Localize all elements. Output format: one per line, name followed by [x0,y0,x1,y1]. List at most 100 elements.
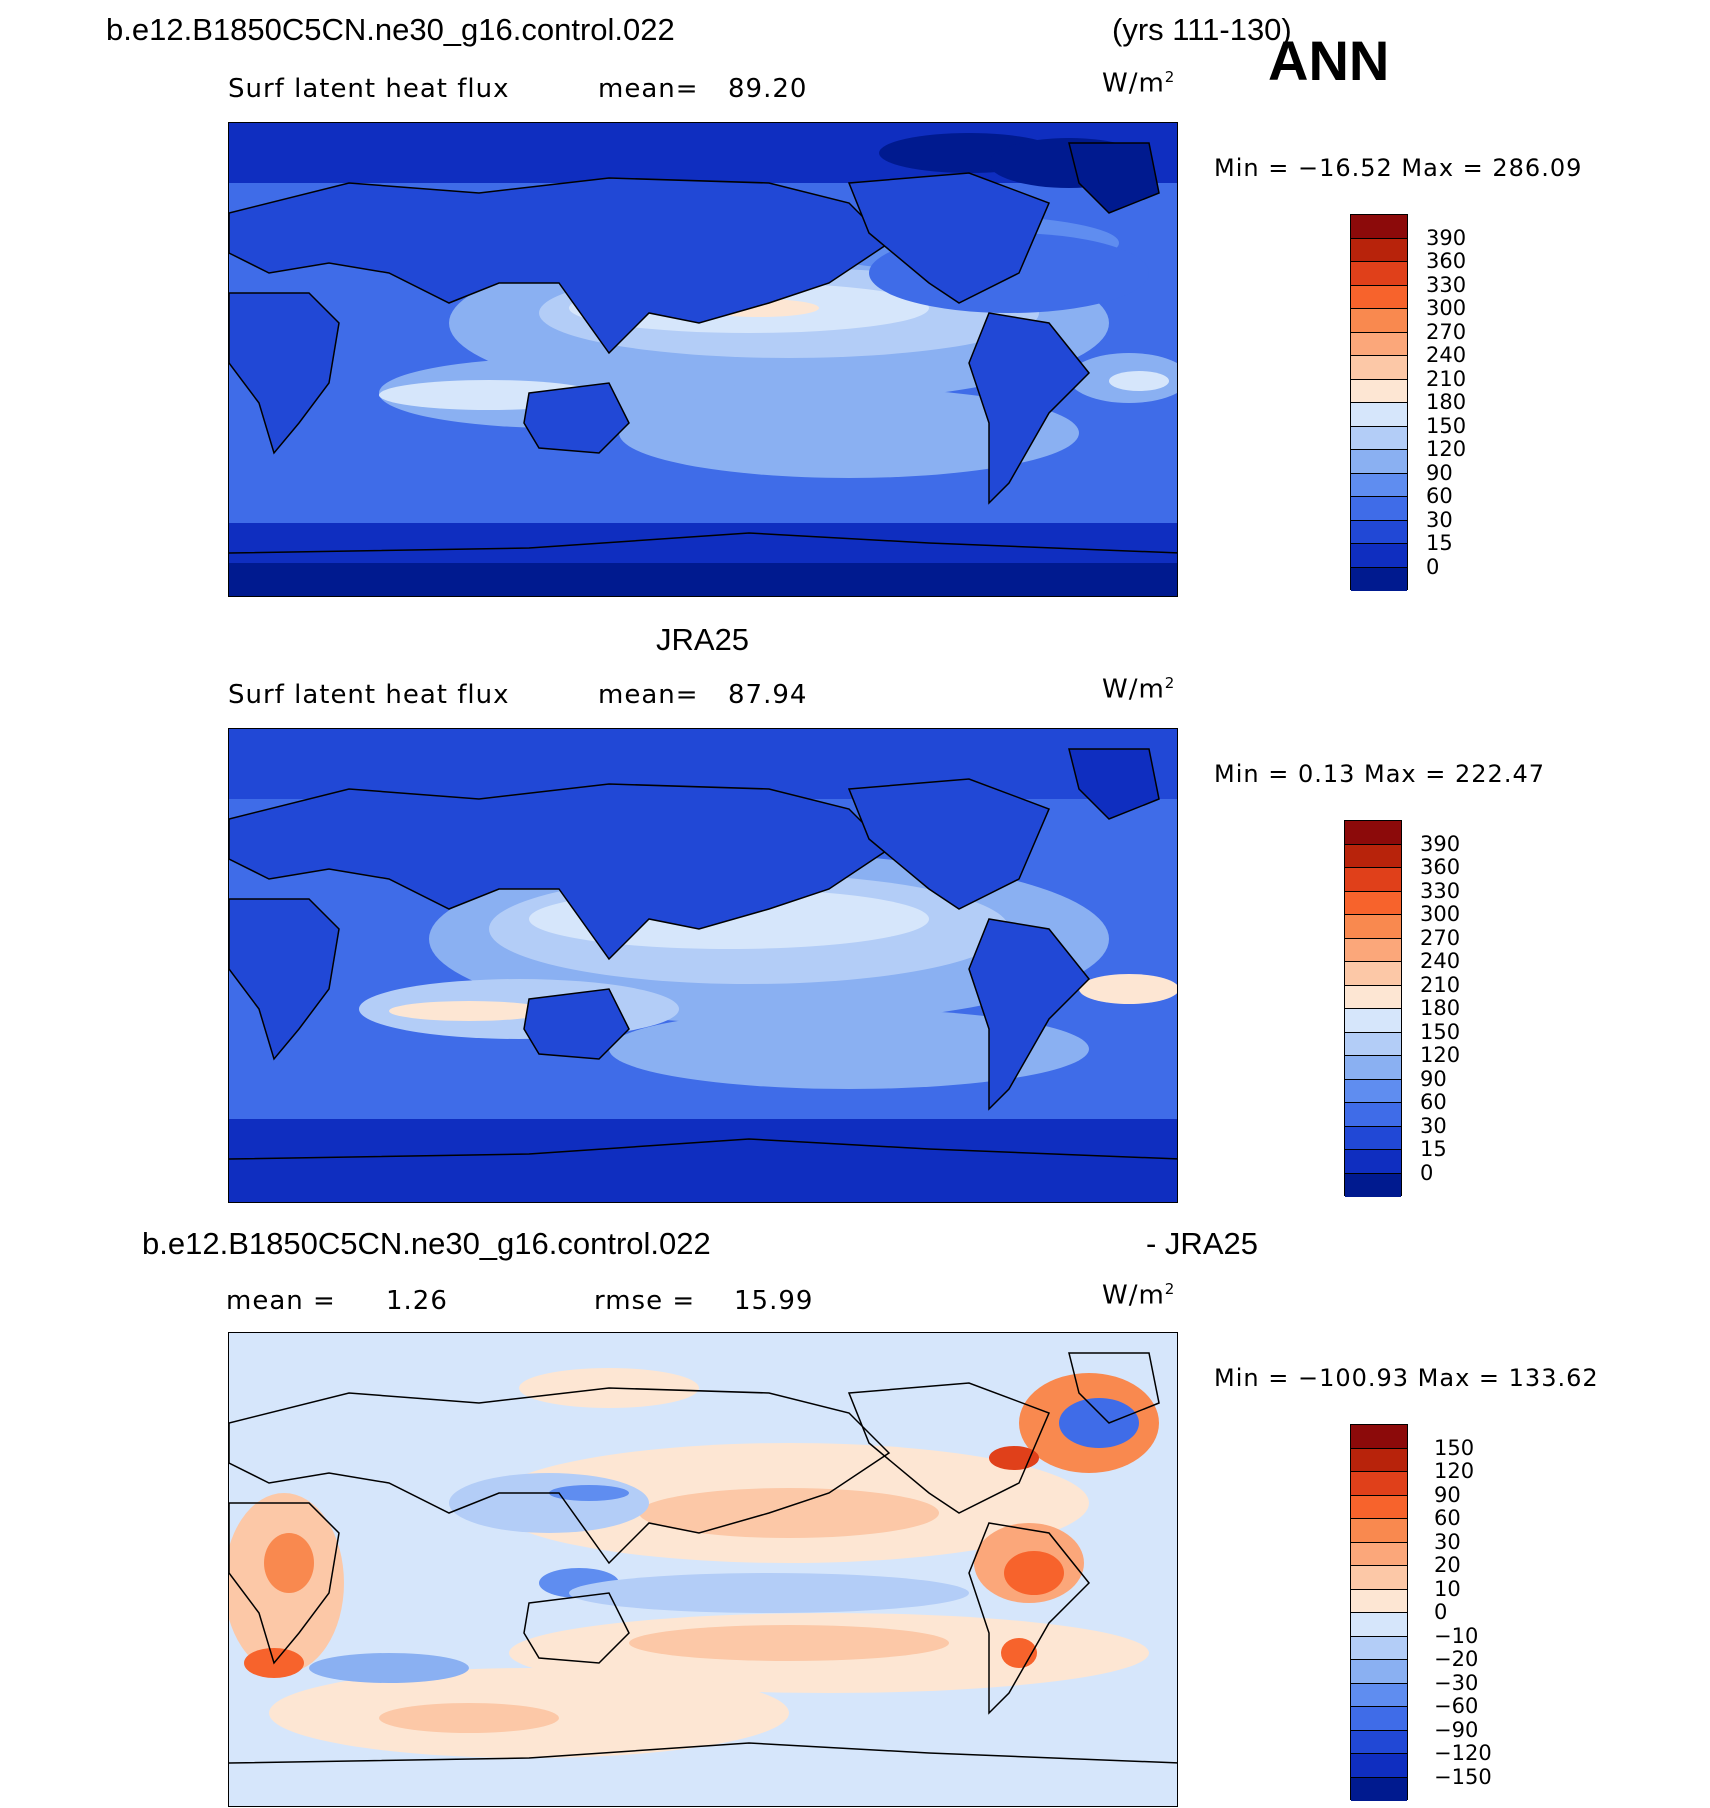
panel1-mean-value: 89.20 [728,74,808,104]
panel3-mean-value: 1.26 [386,1286,448,1316]
colorbar-swatch [1345,1032,1401,1056]
colorbar-tick-label: 150 [1434,1435,1475,1460]
colorbar-tick-label: 330 [1426,272,1467,297]
colorbar-swatch [1345,1126,1401,1150]
colorbar-tick-label: 270 [1420,925,1461,950]
colorbar-swatch [1351,1542,1407,1566]
colorbar-swatch [1345,1103,1401,1127]
colorbar-tick-label: 360 [1420,855,1461,879]
colorbar-swatch [1351,1660,1407,1684]
colorbar-swatch [1345,1173,1401,1197]
colorbar-swatch [1351,1707,1407,1731]
colorbar-swatch [1351,1519,1407,1543]
colorbar-swatch [1351,332,1407,356]
panel1-minmax: Min = −16.52 Max = 286.09 [1214,154,1583,182]
colorbar-tick-label: 15 [1420,1137,1447,1161]
colorbar-tick-label: 180 [1426,390,1467,414]
colorbar-tick-label: 240 [1426,343,1467,367]
colorbar-tick-label: −90 [1434,1717,1479,1742]
panel3-units: W/m2 [1102,1280,1176,1311]
colorbar-tick-label: 0 [1434,1600,1448,1624]
colorbar-tick-label: 0 [1420,1160,1434,1185]
panel1-mean-label: mean= [598,74,699,104]
colorbar-tick-label: 30 [1420,1113,1447,1138]
panel2-mean-value: 87.94 [728,680,808,710]
colorbar-swatch [1351,1472,1407,1496]
colorbar-tick-label: 360 [1426,249,1467,273]
colorbar-tick-label: 120 [1426,437,1467,461]
colorbar-swatch [1345,962,1401,986]
colorbar-tick-label: 60 [1420,1090,1447,1114]
panel2-title: JRA25 [656,622,750,657]
panel3-title-right: - JRA25 [1146,1226,1258,1261]
colorbar-tick-label: 15 [1426,531,1453,555]
colorbar-tick-label: 10 [1434,1576,1461,1601]
colorbar-tick-label: 30 [1426,507,1453,532]
colorbar-tick-label: −20 [1434,1647,1479,1671]
colorbar-tick-label: 330 [1420,878,1461,903]
panel3-title-left: b.e12.B1850C5CN.ne30_g16.control.022 [142,1226,711,1261]
colorbar-swatch [1345,821,1401,845]
panel2-colorbar [1344,820,1402,1197]
colorbar-swatch [1351,1636,1407,1660]
colorbar-tick-label: 90 [1426,460,1453,485]
panel3-minmax: Min = −100.93 Max = 133.62 [1214,1364,1599,1392]
colorbar-tick-label: 180 [1420,996,1461,1020]
colorbar-swatch [1351,450,1407,474]
colorbar-swatch [1345,868,1401,892]
colorbar-swatch [1345,938,1401,962]
colorbar-swatch [1351,1777,1407,1801]
colorbar-tick-label: 30 [1434,1529,1461,1554]
colorbar-swatch [1345,1009,1401,1033]
colorbar-swatch [1351,1425,1407,1449]
colorbar-swatch [1351,1754,1407,1778]
colorbar-swatch [1345,1079,1401,1103]
colorbar-swatch [1351,1448,1407,1472]
colorbar-swatch [1345,844,1401,868]
years-label: (yrs 111-130) [1112,12,1292,47]
colorbar-tick-label: −150 [1434,1764,1492,1789]
colorbar-tick-label: 270 [1426,319,1467,344]
colorbar-tick-label: 120 [1420,1043,1461,1067]
colorbar-swatch [1345,1056,1401,1080]
colorbar-swatch [1345,985,1401,1009]
colorbar-tick-label: 90 [1434,1482,1461,1507]
colorbar-tick-label: 60 [1434,1506,1461,1530]
colorbar-tick-label: 300 [1426,296,1467,320]
colorbar-swatch [1351,238,1407,262]
colorbar-tick-label: 90 [1420,1066,1447,1091]
colorbar-tick-label: 240 [1420,949,1461,973]
panel3-difference-map [228,1332,1178,1807]
colorbar-swatch [1351,1613,1407,1637]
panel1-model-map [228,122,1178,597]
colorbar-tick-label: −10 [1434,1623,1479,1648]
colorbar-swatch [1351,309,1407,333]
panel1-variable: Surf latent heat flux [228,74,510,104]
panel2-obs-map [228,728,1178,1203]
colorbar-swatch [1351,285,1407,309]
panel3-mean-label: mean = [226,1286,336,1316]
colorbar-swatch [1351,520,1407,544]
colorbar-swatch [1351,403,1407,427]
colorbar-tick-label: 300 [1420,902,1461,926]
colorbar-tick-label: −30 [1434,1670,1479,1695]
colorbar-tick-label: 20 [1434,1553,1461,1577]
colorbar-tick-label: 120 [1434,1459,1475,1483]
colorbar-tick-label: 390 [1420,831,1461,856]
colorbar-tick-label: 210 [1426,366,1467,391]
colorbar-swatch [1351,1683,1407,1707]
colorbar-tick-label: 390 [1426,225,1467,250]
colorbar-tick-label: 150 [1420,1019,1461,1044]
colorbar-swatch [1351,262,1407,286]
panel1-colorbar [1350,214,1408,591]
colorbar-swatch [1351,497,1407,521]
colorbar-tick-label: 150 [1426,413,1467,438]
colorbar-swatch [1351,1730,1407,1754]
panel2-mean-label: mean= [598,680,699,710]
colorbar-swatch [1351,473,1407,497]
colorbar-swatch [1351,356,1407,380]
panel3-rmse-value: 15.99 [734,1286,814,1316]
colorbar-tick-label: 60 [1426,484,1453,508]
panel3-rmse-label: rmse = [594,1286,696,1316]
colorbar-swatch [1351,426,1407,450]
